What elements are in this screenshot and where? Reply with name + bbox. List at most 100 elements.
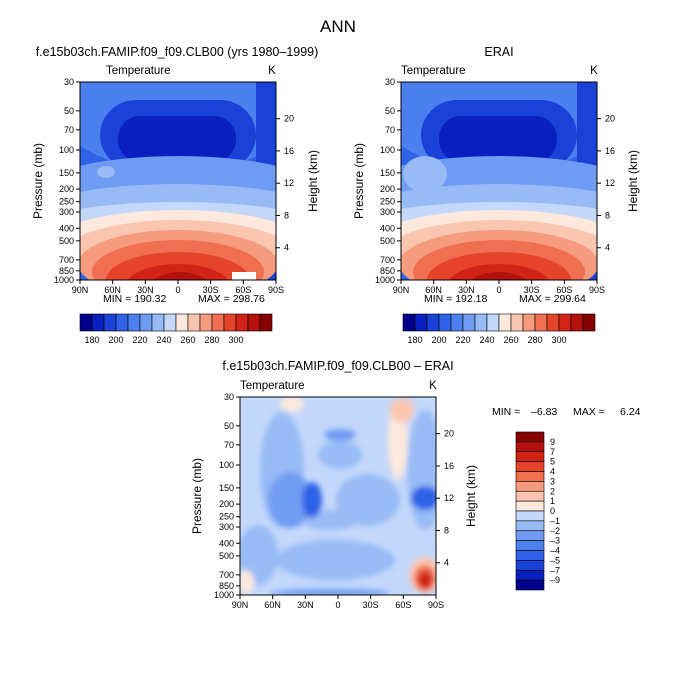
x-tick-label: 90S	[589, 285, 605, 295]
colorbar-label: 9	[550, 437, 555, 447]
variable-label: Temperature	[401, 65, 466, 77]
y-tick-label: 200	[219, 499, 234, 509]
colorbar-label: 0	[550, 506, 555, 516]
colorbar-swatch	[474, 313, 488, 332]
height-tick-label: 20	[605, 114, 615, 124]
panel-title: f.e15b03ch.FAMIP.f09_f09.CLB00 – ERAI	[222, 359, 453, 373]
colorbar-swatch	[515, 431, 545, 443]
colorbar-swatch	[91, 313, 105, 332]
y-tick-label: 400	[59, 223, 74, 233]
y-axis-title: Pressure (mb)	[352, 143, 366, 219]
colorbar-swatch	[515, 500, 545, 512]
y-tick-label: 500	[380, 236, 395, 246]
x-tick-label: 0	[175, 285, 180, 295]
min-label: MIN =	[492, 406, 520, 418]
colorbar-swatch	[515, 441, 545, 453]
colorbar-swatch	[515, 530, 545, 541]
colorbar-swatch	[515, 560, 545, 571]
y-tick-label: 400	[219, 538, 234, 548]
colorbar-swatch	[515, 540, 545, 551]
height-tick-label: 12	[284, 178, 294, 188]
x-tick-label: 30N	[137, 285, 154, 295]
y-tick-label: 250	[59, 197, 74, 207]
y-tick-label: 150	[219, 483, 234, 493]
max-label: MAX = 299.64	[519, 293, 586, 305]
right-axis-title: Height (km)	[306, 150, 320, 212]
x-tick-label: 60N	[264, 600, 281, 610]
x-tick-label: 0	[335, 600, 340, 610]
difference-contour-field	[240, 397, 436, 595]
colorbar-swatch	[175, 313, 189, 332]
y-tick-label: 100	[219, 460, 234, 470]
colorbar-label: –9	[550, 575, 560, 585]
colorbar-swatch	[247, 313, 261, 332]
colorbar-label: 240	[156, 335, 171, 345]
height-tick-label: 16	[605, 146, 615, 156]
height-tick-label: 12	[605, 178, 615, 188]
colorbar-swatch	[498, 313, 512, 332]
height-tick-label: 8	[605, 210, 610, 220]
colorbar-swatch	[515, 510, 545, 522]
y-tick-label: 50	[385, 106, 395, 116]
colorbar-swatch	[103, 313, 117, 332]
x-tick-label: 60S	[556, 285, 572, 295]
y-tick-label: 100	[59, 145, 74, 155]
y-tick-label: 1000	[375, 275, 395, 285]
y-tick-label: 300	[59, 207, 74, 217]
y-tick-label: 70	[385, 125, 395, 135]
y-tick-label: 850	[380, 266, 395, 276]
panel-title: ERAI	[484, 45, 513, 59]
y-tick-label: 250	[219, 512, 234, 522]
colorbar-label: 200	[108, 335, 123, 345]
colorbar-swatch	[515, 451, 545, 462]
colorbar-label: 2	[550, 486, 555, 496]
x-tick-label: 30N	[297, 600, 314, 610]
x-tick-label: 60S	[235, 285, 251, 295]
colorbar-label: 300	[551, 335, 566, 345]
height-tick-label: 12	[444, 493, 454, 503]
x-tick-label: 30S	[203, 285, 219, 295]
colorbar-label: –3	[550, 536, 560, 546]
y-tick-label: 30	[385, 77, 395, 87]
y-tick-label: 700	[219, 570, 234, 580]
colorbar-swatch	[515, 461, 545, 472]
colorbar-label: –5	[550, 555, 560, 565]
x-tick-label: 30S	[363, 600, 379, 610]
colorbar-swatch	[510, 313, 524, 332]
right-axis-title: Height (km)	[464, 465, 478, 527]
colorbar-swatch	[438, 313, 452, 332]
y-tick-label: 850	[219, 581, 234, 591]
colorbar-swatch	[163, 313, 177, 332]
colorbar-label: –4	[550, 546, 560, 556]
colorbar-label: 5	[550, 457, 555, 467]
y-tick-label: 1000	[214, 590, 234, 600]
colorbar-label: 7	[550, 447, 555, 457]
height-tick-label: 4	[444, 558, 449, 568]
colorbar-swatch	[515, 481, 545, 492]
y-tick-label: 1000	[54, 275, 74, 285]
colorbar-swatch	[522, 313, 536, 332]
colorbar-label: 280	[527, 335, 542, 345]
colorbar-label: 240	[479, 335, 494, 345]
colorbar-swatch	[151, 313, 165, 332]
y-tick-label: 300	[380, 207, 395, 217]
y-tick-label: 30	[224, 392, 234, 402]
variable-label: Temperature	[106, 65, 171, 77]
y-tick-label: 150	[380, 168, 395, 178]
colorbar-label: 300	[228, 335, 243, 345]
colorbar-label: 3	[550, 476, 555, 486]
colorbar-swatch	[546, 313, 560, 332]
x-tick-label: 60N	[104, 285, 121, 295]
units-label: K	[590, 65, 598, 77]
colorbar-swatch	[486, 313, 500, 332]
colorbar-label: 200	[431, 335, 446, 345]
colorbar-swatch	[450, 313, 464, 332]
colorbar-label: 180	[84, 335, 99, 345]
colorbar-swatch	[462, 313, 476, 332]
figure-title: ANN	[320, 17, 356, 36]
panel-title: f.e15b03ch.FAMIP.f09_f09.CLB00 (yrs 1980…	[36, 45, 319, 59]
colorbar-swatch	[79, 313, 93, 332]
colorbar-label: 260	[503, 335, 518, 345]
y-axis-title: Pressure (mb)	[190, 458, 204, 534]
